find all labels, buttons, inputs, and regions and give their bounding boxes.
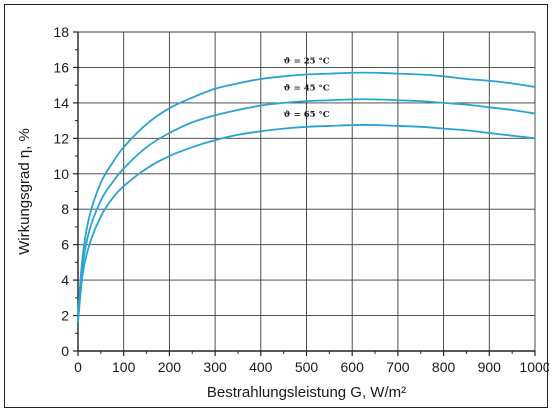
labels: ϑ = 25 °C ϑ = 45 °C ϑ = 65 °C	[283, 57, 329, 120]
series-lines	[77, 71, 536, 323]
y-tick-label: 2	[61, 308, 69, 324]
y-tick-label: 4	[61, 272, 69, 288]
series-line-45c	[77, 98, 536, 320]
series-line-65c	[77, 124, 536, 323]
line-chart: 0 100 200 300 400 500 600 700 800 900 1000 0 2 4 6 8 10 1…	[16, 24, 549, 401]
x-tick-label: 400	[249, 359, 273, 375]
x-tick-label: 700	[386, 359, 410, 375]
y-tick-label: 18	[53, 24, 69, 40]
x-tick-label: 200	[158, 359, 182, 375]
series-label: ϑ = 45 °C	[283, 83, 329, 93]
y-tick-label: 16	[53, 59, 69, 75]
x-tick-label: 300	[203, 359, 227, 375]
series-label: ϑ = 65 °C	[283, 110, 329, 120]
x-tick-label: 900	[478, 359, 502, 375]
x-tick-label: 0	[74, 359, 82, 375]
axes: 0 100 200 300 400 500 600 700 800 900 1000 0 2 4 6 8 10 1…	[53, 24, 549, 375]
y-tick-label: 8	[61, 201, 69, 217]
x-tick-label: 500	[295, 359, 319, 375]
y-tick-label: 0	[61, 343, 69, 359]
x-tick-label: 1000	[519, 359, 549, 375]
chart-frame: 0 100 200 300 400 500 600 700 800 900 1000 0 2 4 6 8 10 1…	[4, 4, 549, 408]
y-tick-label: 14	[53, 95, 69, 111]
series-line-25c	[77, 71, 536, 316]
x-tick-label: 800	[432, 359, 456, 375]
x-tick-label: 600	[341, 359, 365, 375]
y-tick-label: 12	[53, 130, 69, 146]
grid	[78, 31, 536, 351]
x-axis-title: Bestrahlungsleistung G, W/m²	[207, 384, 406, 401]
y-tick-label: 10	[53, 166, 69, 182]
series-label: ϑ = 25 °C	[283, 57, 329, 67]
y-axis-title: Wirkungsgrad η, %	[16, 128, 33, 255]
y-tick-label: 6	[61, 237, 69, 253]
x-tick-label: 100	[112, 359, 136, 375]
